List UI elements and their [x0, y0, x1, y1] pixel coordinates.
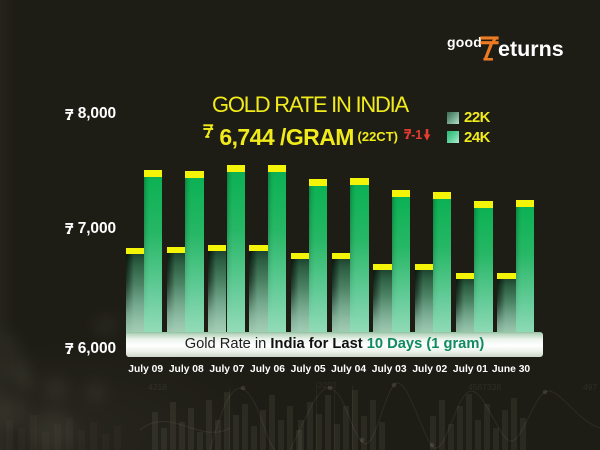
svg-text:497: 497: [583, 382, 597, 392]
svg-text:3202: 3202: [318, 380, 337, 390]
svg-text:4567338: 4567338: [468, 382, 501, 392]
